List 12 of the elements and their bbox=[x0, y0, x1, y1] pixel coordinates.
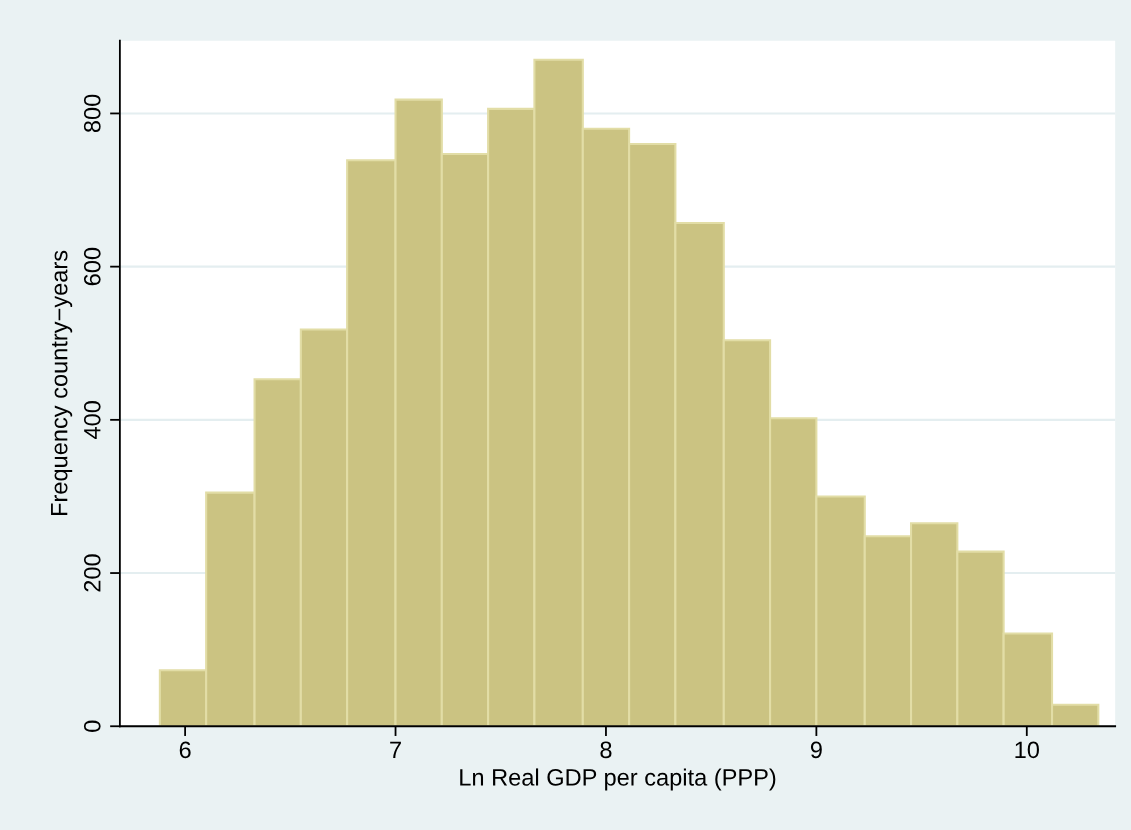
x-tick-label: 9 bbox=[810, 741, 822, 759]
y-axis-title: Frequency country−years bbox=[51, 250, 73, 516]
x-tick-label: 8 bbox=[600, 741, 612, 759]
y-tick-label: 400 bbox=[83, 401, 101, 439]
x-axis-title: Ln Real GDP per capita (PPP) bbox=[460, 768, 776, 791]
y-tick-label: 0 bbox=[83, 720, 101, 732]
y-tick-label: 200 bbox=[83, 554, 101, 592]
y-tick-label: 600 bbox=[83, 247, 101, 286]
x-tick-label: 10 bbox=[1015, 741, 1039, 759]
x-tick-label: 6 bbox=[179, 741, 191, 759]
y-tick-label: 800 bbox=[83, 94, 101, 133]
x-tick-label: 7 bbox=[390, 741, 401, 758]
